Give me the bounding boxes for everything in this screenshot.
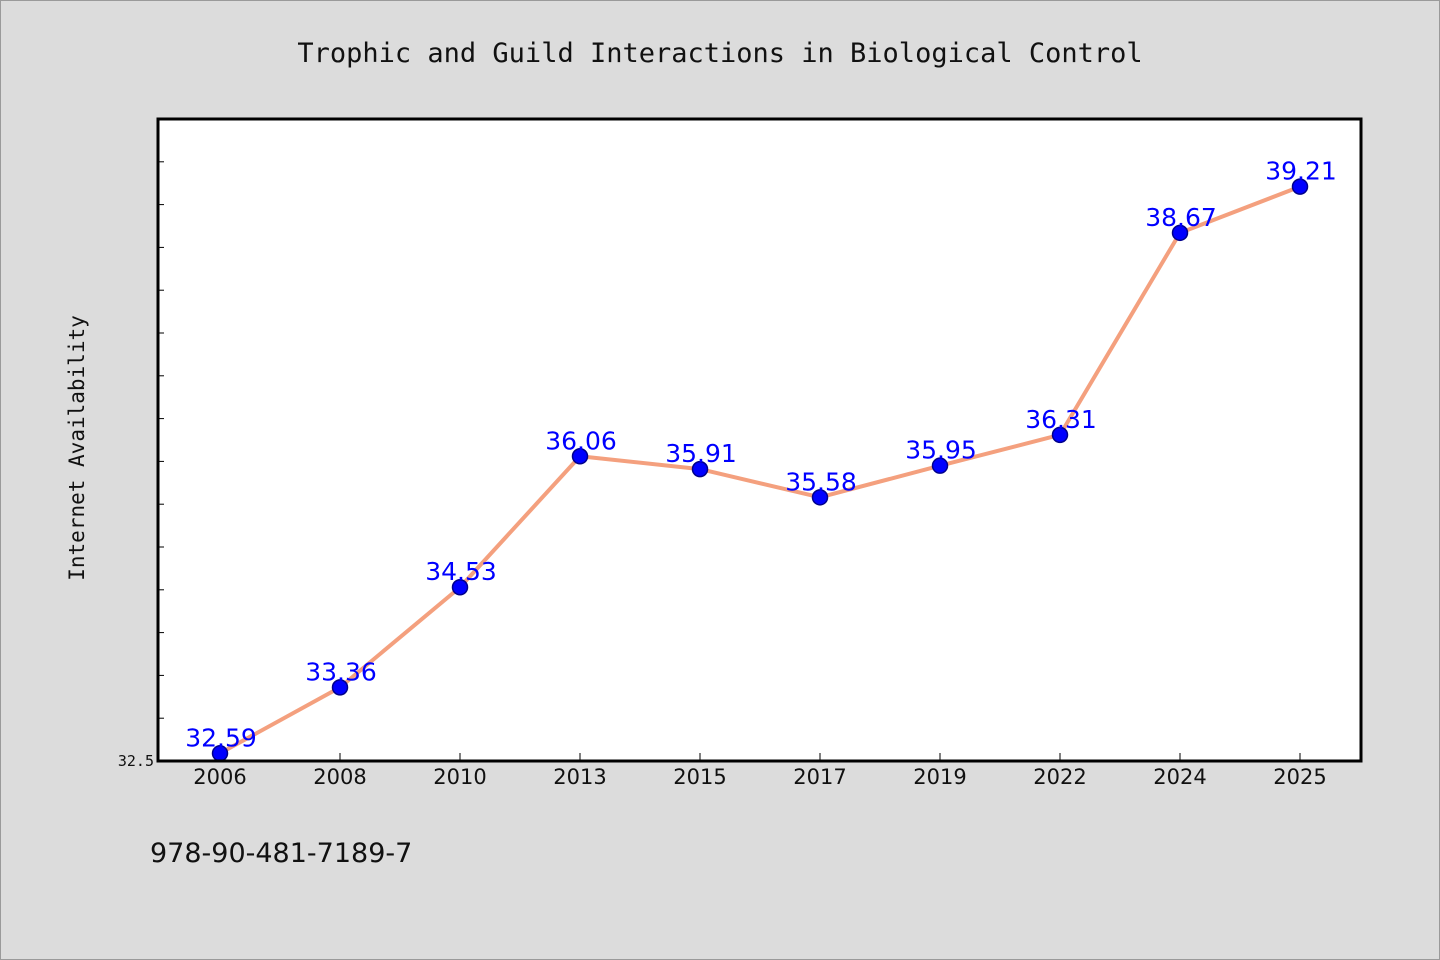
data-label: 35.58 [785,467,857,496]
x-tick-label: 2019 [913,765,966,789]
data-label: 34.53 [425,557,497,586]
data-point [571,448,589,465]
plot-area [158,119,1361,761]
data-point [331,679,349,696]
series-markers [211,178,1309,762]
x-tick-label: 2010 [433,765,486,789]
x-tick-label: 2006 [193,765,246,789]
data-label: 38.67 [1145,203,1217,232]
x-tick-label: 2025 [1273,765,1326,789]
series-line [219,184,1301,756]
data-point [1171,224,1189,242]
x-tick-label: 2015 [673,765,726,789]
isbn-footer: 978-90-481-7189-7 [150,838,412,869]
data-label: 39.21 [1265,157,1337,186]
x-tick-label: 2013 [553,765,606,789]
data-label: 33.36 [305,657,377,686]
y-axis-label: Internet Availability [65,315,89,581]
data-point [691,460,709,478]
y-tick-labels: 32.5 [118,752,154,770]
x-tick-label: 2008 [313,765,366,789]
data-label: 35.91 [665,439,737,468]
data-label: 36.06 [545,426,617,455]
data-label: 36.31 [1025,405,1097,434]
x-tick-label: 2024 [1153,765,1206,789]
data-point [451,578,469,596]
plot-frame [156,117,1363,763]
data-label: 32.59 [185,723,257,752]
x-tick-label: 2017 [793,765,846,789]
data-labels: 32.59 33.36 34.53 36.06 35.91 35.58 35.95 36.31… [185,157,1337,753]
y-tick-label: 32.5 [118,752,154,770]
data-point [1051,426,1069,444]
chart-title: Trophic and Guild Interactions in Biolog… [297,38,1142,69]
data-point [931,457,949,474]
data-point [1291,178,1309,195]
data-label: 35.95 [905,436,977,465]
data-point [811,489,829,506]
x-tick-labels: 2006 2008 2010 2013 2015 2017 2019 2022 2024 2025 [193,765,1326,789]
x-tick-label: 2022 [1033,765,1086,789]
